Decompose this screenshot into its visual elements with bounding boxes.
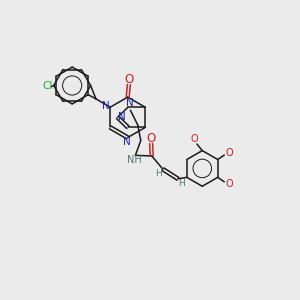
Text: Cl: Cl	[42, 81, 52, 91]
Text: N: N	[126, 98, 134, 108]
Text: N: N	[118, 112, 126, 122]
Text: O: O	[225, 179, 233, 189]
Text: O: O	[225, 148, 233, 158]
Text: N: N	[123, 137, 131, 147]
Text: H: H	[178, 179, 185, 188]
Text: O: O	[146, 132, 156, 145]
Text: N: N	[102, 101, 110, 111]
Text: NH: NH	[128, 155, 142, 165]
Text: O: O	[190, 134, 198, 144]
Text: O: O	[125, 73, 134, 86]
Text: H: H	[155, 169, 162, 178]
